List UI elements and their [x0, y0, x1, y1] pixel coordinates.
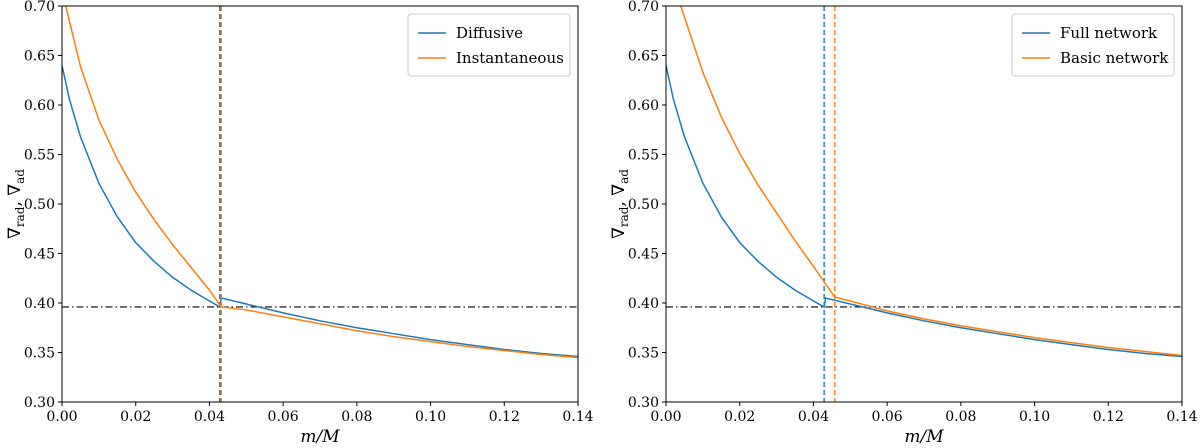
legend-label-2: Instantaneous	[456, 49, 564, 67]
x-tick-label: 0.10	[415, 409, 446, 425]
y-axis-label: ∇rad, ∇ad	[609, 169, 631, 239]
x-tick-label: 0.04	[194, 409, 225, 425]
y-tick-label: 0.55	[628, 148, 659, 164]
x-tick-label: 0.06	[268, 409, 299, 425]
y-axis-label-part: ∇	[5, 227, 25, 239]
chart-panel-2: 0.00 0.02 0.04 0.06 0.08 0.10 0.12 0.14 0.30 0.35…	[609, 0, 1198, 447]
y-axis-label-part: ad	[617, 169, 631, 184]
y-axis-label-part: rad	[617, 206, 631, 227]
x-tick-label: 0.02	[120, 409, 151, 425]
x-tick-label: 0.02	[724, 409, 755, 425]
series-line-2	[64, 6, 578, 359]
y-tick-label: 0.60	[628, 98, 659, 114]
y-axis-label-part: ,	[609, 196, 629, 207]
x-tick-label: 0.14	[1166, 409, 1197, 425]
x-tick-label: 0.00	[650, 409, 681, 425]
y-axis-label-part: ∇	[609, 227, 629, 239]
y-tick-label: 0.30	[24, 395, 55, 411]
y-axis-label-part: ,	[5, 196, 25, 207]
x-tick-label: 0.14	[562, 409, 593, 425]
y-axis-label: ∇rad, ∇ad	[5, 169, 27, 239]
x-tick-label: 0.08	[341, 409, 372, 425]
y-tick-label: 0.45	[24, 247, 55, 263]
y-tick-label: 0.35	[24, 346, 55, 362]
y-tick-label: 0.70	[628, 0, 659, 15]
y-axis-label-part: ad	[13, 169, 27, 184]
legend-box	[1011, 13, 1175, 77]
legend-box	[407, 13, 571, 77]
x-tick-label: 0.00	[46, 409, 77, 425]
y-tick-label: 0.40	[24, 296, 55, 312]
plot-area	[62, 6, 578, 402]
y-tick-label: 0.40	[628, 296, 659, 312]
legend-label-1: Full network	[1060, 24, 1158, 42]
chart-panel-1: 0.00 0.02 0.04 0.06 0.08 0.10 0.12 0.14 0.30 0.35…	[5, 0, 594, 447]
x-axis-label: m/M	[300, 427, 340, 447]
x-tick-label: 0.04	[798, 409, 829, 425]
y-tick-label: 0.35	[628, 346, 659, 362]
y-tick-label: 0.30	[628, 395, 659, 411]
y-axis-label-part: ∇	[5, 184, 25, 196]
y-axis-label-part: rad	[13, 206, 27, 227]
y-tick-label: 0.55	[24, 148, 55, 164]
y-tick-label: 0.65	[24, 49, 55, 65]
plot-area	[666, 6, 1182, 402]
y-tick-label: 0.65	[628, 49, 659, 65]
legend-label-1: Diffusive	[456, 24, 523, 42]
x-axis-label: m/M	[904, 427, 944, 447]
x-tick-label: 0.12	[1093, 409, 1124, 425]
y-tick-label: 0.60	[24, 98, 55, 114]
x-tick-label: 0.10	[1019, 409, 1050, 425]
y-tick-label: 0.45	[628, 247, 659, 263]
y-tick-label: 0.50	[628, 197, 659, 213]
y-axis-label-part: ∇	[609, 184, 629, 196]
x-tick-label: 0.08	[945, 409, 976, 425]
series-line-2	[680, 6, 1182, 357]
y-tick-label: 0.50	[24, 197, 55, 213]
series-line-1	[666, 65, 1182, 358]
x-tick-label: 0.12	[489, 409, 520, 425]
x-tick-label: 0.06	[872, 409, 903, 425]
series-line-1	[62, 65, 578, 358]
y-tick-label: 0.70	[24, 0, 55, 15]
legend-label-2: Basic network	[1060, 49, 1169, 67]
